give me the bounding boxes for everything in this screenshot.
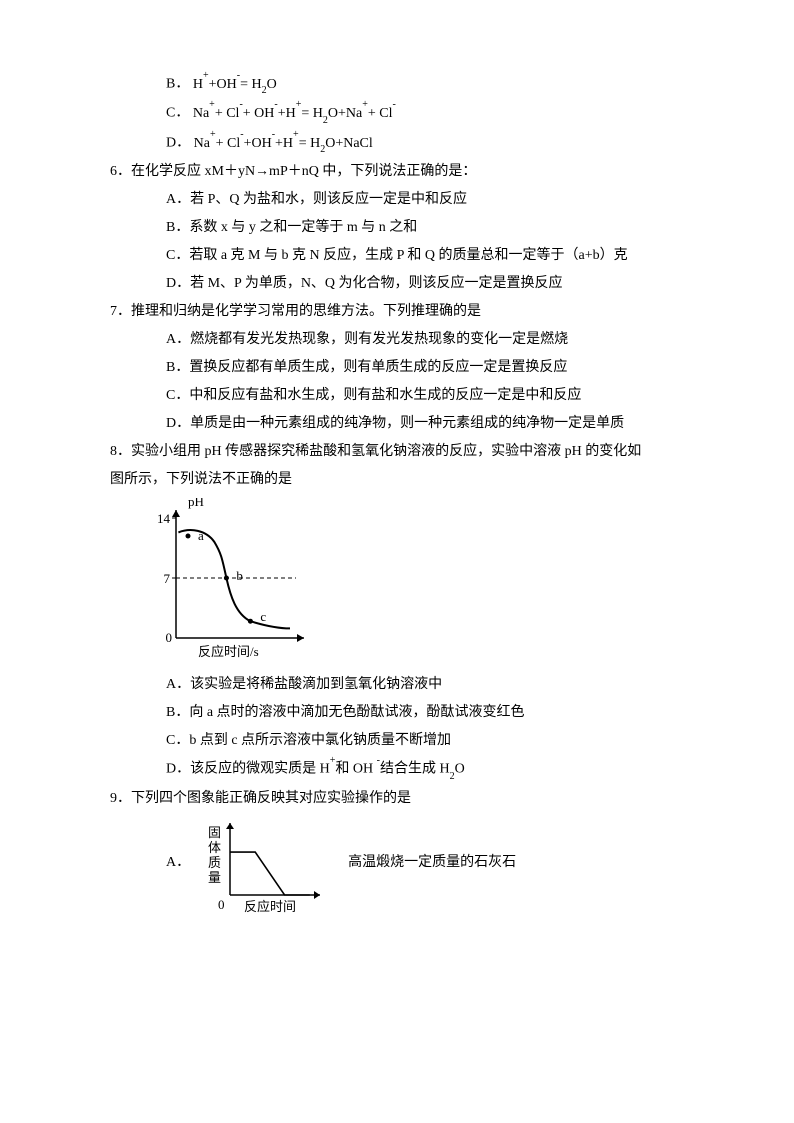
svg-text:7: 7 bbox=[164, 571, 171, 586]
svg-text:14: 14 bbox=[157, 511, 171, 526]
q8-option-b: B．向 a 点时的溶液中滴加无色酚酞试液，酚酞试液变红色 bbox=[166, 699, 684, 727]
q8-option-c: C．b 点到 c 点所示溶液中氯化钠质量不断增加 bbox=[166, 727, 684, 755]
svg-text:0: 0 bbox=[218, 897, 225, 912]
q5-option-b: B． H++OH-= H2O bbox=[166, 70, 684, 99]
d-pre: D．该反应的微观实质是 H bbox=[166, 762, 330, 777]
q8-option-d: D．该反应的微观实质是 H+和 OH -结合生成 H2O bbox=[166, 755, 684, 784]
svg-text:a: a bbox=[198, 528, 204, 543]
svg-text:量: 量 bbox=[208, 870, 221, 885]
q8-option-a: A．该实验是将稀盐酸滴加到氢氧化钠溶液中 bbox=[166, 671, 684, 699]
q6-option-a: A．若 P、Q 为盐和水，则该反应一定是中和反应 bbox=[166, 186, 684, 214]
q5-option-d: D． Na++ Cl-+OH-+H+= H2O+NaCl bbox=[166, 129, 684, 158]
q6-option-c: C．若取 a 克 M 与 b 克 N 反应，生成 P 和 Q 的质量总和一定等于… bbox=[166, 242, 684, 270]
q9-a-label: A． bbox=[166, 849, 190, 877]
svg-text:反应时间: 反应时间 bbox=[244, 899, 296, 913]
q9-a-chart: 固体质量 0 反应时间 bbox=[198, 813, 328, 913]
q7-option-b: B．置换反应都有单质生成，则有单质生成的反应一定是置换反应 bbox=[166, 354, 684, 382]
q7-option-c: C．中和反应有盐和水生成，则有盐和水生成的反应一定是中和反应 bbox=[166, 382, 684, 410]
q6-option-d: D．若 M、P 为单质，N、Q 为化合物，则该反应一定是置换反应 bbox=[166, 270, 684, 298]
q8-chart: 0 7 14 pH a b c 反应时间/s bbox=[138, 498, 684, 669]
q9-stem: 9．下列四个图象能正确反映其对应实验操作的是 bbox=[110, 785, 684, 813]
q5-option-c: C． Na++ Cl-+ OH-+H+= H2O+Na++ Cl- bbox=[166, 99, 684, 128]
svg-text:b: b bbox=[236, 568, 243, 583]
q7-option-d: D．单质是由一种元素组成的纯净物，则一种元素组成的纯净物一定是单质 bbox=[166, 410, 684, 438]
q9-a-text: 高温煅烧一定质量的石灰石 bbox=[348, 849, 516, 877]
svg-text:反应时间/s: 反应时间/s bbox=[198, 644, 259, 658]
q8-stem-line2: 图所示，下列说法不正确的是 bbox=[110, 466, 684, 494]
d-end: O bbox=[455, 762, 465, 777]
svg-text:质: 质 bbox=[208, 855, 221, 870]
d-mid: 和 OH bbox=[335, 762, 376, 777]
opt-label: B． bbox=[166, 77, 189, 92]
opt-eq: Na++ Cl-+OH-+H+= H2O+NaCl bbox=[194, 136, 373, 151]
q7-option-a: A．燃烧都有发光发热现象，则有发光发热现象的变化一定是燃烧 bbox=[166, 326, 684, 354]
svg-text:固: 固 bbox=[208, 825, 221, 840]
opt-eq: Na++ Cl-+ OH-+H+= H2O+Na++ Cl- bbox=[193, 106, 396, 121]
q6-option-b: B．系数 x 与 y 之和一定等于 m 与 n 之和 bbox=[166, 214, 684, 242]
svg-text:c: c bbox=[260, 610, 266, 625]
q6-stem: 6．在化学反应 xM＋yN→mP＋nQ 中，下列说法正确的是： bbox=[110, 158, 684, 186]
opt-label: D． bbox=[166, 136, 190, 151]
opt-label: C． bbox=[166, 106, 189, 121]
svg-text:0: 0 bbox=[166, 630, 173, 645]
d-post: 结合生成 H bbox=[380, 762, 450, 777]
svg-text:体: 体 bbox=[208, 840, 221, 855]
q9-option-a: A． 固体质量 0 反应时间 高温煅烧一定质量的石灰石 bbox=[166, 813, 684, 913]
svg-text:pH: pH bbox=[188, 498, 204, 509]
opt-eq: H++OH-= H2O bbox=[193, 77, 277, 92]
page: B． H++OH-= H2O C． Na++ Cl-+ OH-+H+= H2O+… bbox=[0, 0, 794, 963]
q8-stem-line1: 8．实验小组用 pH 传感器探究稀盐酸和氢氧化钠溶液的反应，实验中溶液 pH 的… bbox=[110, 438, 684, 466]
q7-stem: 7．推理和归纳是化学学习常用的思维方法。下列推理确的是 bbox=[110, 298, 684, 326]
